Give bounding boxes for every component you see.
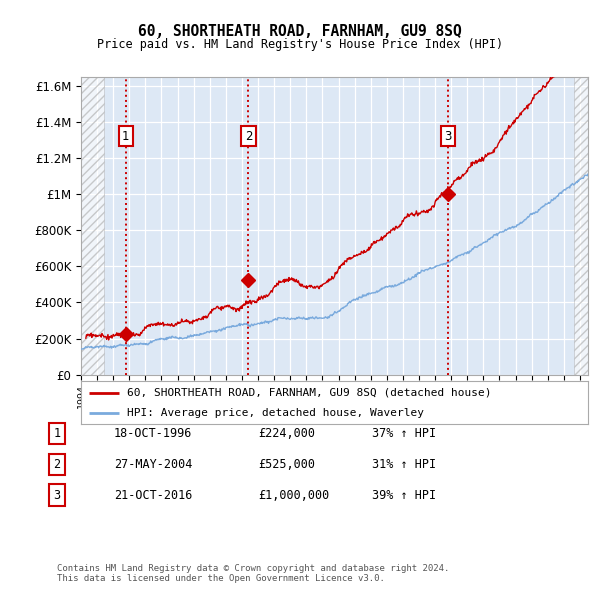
Text: 60, SHORTHEATH ROAD, FARNHAM, GU9 8SQ (detached house): 60, SHORTHEATH ROAD, FARNHAM, GU9 8SQ (d… xyxy=(127,388,491,398)
Text: 1: 1 xyxy=(53,427,61,440)
Text: 2: 2 xyxy=(245,130,252,143)
Text: £224,000: £224,000 xyxy=(258,427,315,440)
Text: 3: 3 xyxy=(444,130,452,143)
Text: 2: 2 xyxy=(53,458,61,471)
Text: 27-MAY-2004: 27-MAY-2004 xyxy=(114,458,193,471)
Text: 1: 1 xyxy=(122,130,130,143)
Text: 39% ↑ HPI: 39% ↑ HPI xyxy=(372,489,436,502)
Text: Contains HM Land Registry data © Crown copyright and database right 2024.
This d: Contains HM Land Registry data © Crown c… xyxy=(57,563,449,583)
Text: Price paid vs. HM Land Registry's House Price Index (HPI): Price paid vs. HM Land Registry's House … xyxy=(97,38,503,51)
Text: 37% ↑ HPI: 37% ↑ HPI xyxy=(372,427,436,440)
Text: 31% ↑ HPI: 31% ↑ HPI xyxy=(372,458,436,471)
Text: £525,000: £525,000 xyxy=(258,458,315,471)
Text: £1,000,000: £1,000,000 xyxy=(258,489,329,502)
Bar xyxy=(574,77,588,375)
Text: 60, SHORTHEATH ROAD, FARNHAM, GU9 8SQ: 60, SHORTHEATH ROAD, FARNHAM, GU9 8SQ xyxy=(138,24,462,38)
Text: 21-OCT-2016: 21-OCT-2016 xyxy=(114,489,193,502)
Text: HPI: Average price, detached house, Waverley: HPI: Average price, detached house, Wave… xyxy=(127,408,424,418)
Bar xyxy=(81,77,104,375)
Text: 3: 3 xyxy=(53,489,61,502)
Text: 18-OCT-1996: 18-OCT-1996 xyxy=(114,427,193,440)
